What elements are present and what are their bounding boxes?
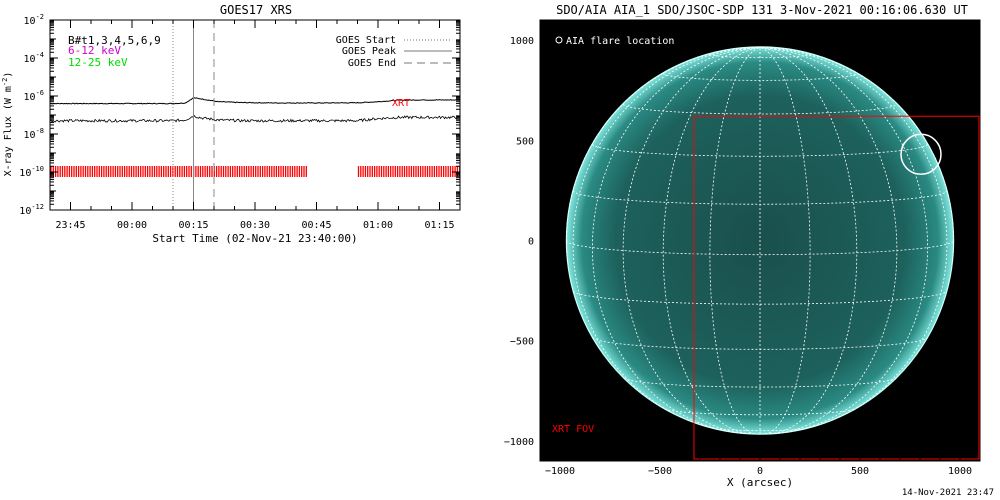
xrt-coverage-interval-1 bbox=[50, 166, 307, 177]
goes-ytick-label: 10-2 bbox=[24, 13, 44, 27]
goes-panel: GOES17 XRS X-ray Flux (W m-2) Start Time… bbox=[1, 3, 461, 245]
aia-xtick-label: 1000 bbox=[948, 466, 972, 477]
grid-longitude-line bbox=[759, 47, 858, 435]
grid-latitude-line bbox=[711, 427, 809, 432]
goes-xtick-label: 00:30 bbox=[240, 220, 270, 231]
aia-ytick-label: −500 bbox=[510, 337, 534, 348]
grid-longitude-line bbox=[759, 47, 948, 429]
flare-legend-symbol bbox=[555, 36, 563, 44]
xrt-label: XRT bbox=[392, 98, 410, 109]
goes-ylabel-exp: -2 bbox=[1, 78, 9, 86]
goes-series-line-2 bbox=[49, 114, 461, 123]
goes-ytick-label: 10-8 bbox=[24, 127, 44, 141]
xrt-fov-box bbox=[693, 115, 980, 460]
goes-ticks: 10-12 10-10 10-8 10-6 10-4 10-2 23:45 00:00 00:1… bbox=[19, 13, 461, 231]
goes-xtick-label: 00:00 bbox=[117, 220, 147, 231]
goes-ytick-exp: -12 bbox=[31, 203, 44, 211]
goes-plot-frame bbox=[49, 19, 461, 211]
aia-panel: SDO/AIA AIA_1 SDO/JSOC-SDP 131 3-Nov-202… bbox=[504, 3, 981, 489]
goes-ytick-exp: -10 bbox=[31, 165, 44, 173]
legend-goes-end: GOES End bbox=[348, 58, 396, 69]
legend-goes-start: GOES Start bbox=[336, 35, 396, 46]
goes-ylabel-close: ) bbox=[3, 72, 14, 78]
goes-series bbox=[49, 97, 461, 123]
aia-ytick-label: 500 bbox=[516, 136, 534, 147]
goes-ytick-exp: -4 bbox=[36, 51, 44, 59]
goes-ytick-exp: -8 bbox=[36, 127, 44, 135]
grid-longitude-line bbox=[759, 47, 811, 435]
aia-ticks: −1000 −500 0 500 1000 −1000 −500 0 500 1000 bbox=[504, 19, 981, 477]
channel-label-3: 12-25 keV bbox=[68, 56, 128, 69]
grid-latitude-line bbox=[572, 290, 948, 305]
grid-longitude-line bbox=[709, 47, 761, 435]
grid-longitude-line bbox=[572, 47, 761, 429]
footer-timestamp: 14-Nov-2021 23:47 bbox=[902, 488, 994, 498]
grid-longitude-line bbox=[565, 47, 761, 261]
aia-xtick-label: −500 bbox=[648, 466, 672, 477]
goes-xtick-label: 01:15 bbox=[424, 220, 454, 231]
heliographic-grid bbox=[565, 47, 955, 435]
goes-ytick-exp: -2 bbox=[36, 13, 44, 21]
goes-ylabel: X-ray Flux (W m-2) bbox=[1, 72, 14, 177]
goes-xlabel: Start Time (02-Nov-21 23:40:00) bbox=[152, 232, 357, 245]
goes-ytick-label: 10-10 bbox=[19, 165, 44, 179]
goes-legend: GOES Start GOES Peak GOES End bbox=[336, 35, 452, 69]
flare-legend-label: AIA flare location bbox=[566, 36, 674, 47]
goes-xtick-label: 00:15 bbox=[178, 220, 208, 231]
goes-xtick-label: 01:00 bbox=[363, 220, 393, 231]
xrt-fov-label: XRT FOV bbox=[552, 424, 594, 435]
aia-ytick-label: 0 bbox=[528, 237, 534, 248]
xrt-coverage-bars bbox=[50, 166, 461, 177]
xrt-coverage-interval-2 bbox=[357, 166, 461, 177]
channel-label-1: B#t1,3,4,5,6,9 bbox=[68, 34, 161, 47]
legend-goes-peak: GOES Peak bbox=[342, 46, 396, 57]
goes-title: GOES17 XRS bbox=[220, 3, 292, 17]
aia-xtick-label: 0 bbox=[757, 466, 763, 477]
grid-longitude-line bbox=[759, 47, 955, 261]
goes-xtick-label: 23:45 bbox=[55, 220, 85, 231]
grid-latitude-line bbox=[664, 408, 856, 416]
goes-ytick-label: 10-12 bbox=[19, 203, 44, 217]
aia-title: SDO/AIA AIA_1 SDO/JSOC-SDP 131 3-Nov-202… bbox=[556, 3, 968, 17]
aia-ytick-label: 1000 bbox=[510, 36, 534, 47]
grid-longitude-line bbox=[662, 47, 761, 435]
grid-longitude-line bbox=[759, 47, 929, 433]
aia-ytick-label: −1000 bbox=[504, 437, 534, 448]
goes-ytick-label: 10-6 bbox=[24, 89, 44, 103]
goes-ytick-label: 10-4 bbox=[24, 51, 44, 65]
channel-label-2: 6-12 keV bbox=[68, 44, 121, 57]
grid-longitude-line bbox=[591, 47, 761, 433]
goes-xtick-label: 00:45 bbox=[301, 220, 331, 231]
aia-xtick-label: −1000 bbox=[545, 466, 575, 477]
aia-xtick-label: 500 bbox=[851, 466, 869, 477]
goes-series-line-1 bbox=[49, 97, 461, 105]
grid-latitude-line bbox=[623, 377, 897, 388]
goes-channel-labels: B#t1,3,4,5,6,9 6-12 keV 12-25 keV bbox=[68, 34, 161, 69]
goes-ylabel-main: X-ray Flux (W m bbox=[3, 86, 14, 176]
grid-latitude-line bbox=[622, 103, 898, 115]
flare-location-circle bbox=[900, 133, 942, 176]
goes-ytick-exp: -6 bbox=[36, 89, 44, 97]
aia-xlabel: X (arcsec) bbox=[727, 476, 793, 489]
goes-vlines bbox=[172, 20, 215, 210]
